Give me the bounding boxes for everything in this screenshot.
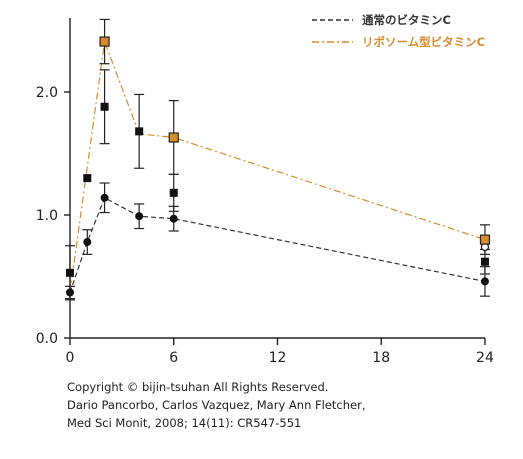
chart: 0.0 1.0 2.0 0 6 12 18 24 通常のビタミンC リポソーム型ビタミンC bbox=[36, 13, 494, 366]
data-point-circle bbox=[100, 193, 109, 202]
chart-error-bars bbox=[65, 18, 490, 301]
x-tick-label: 24 bbox=[476, 350, 494, 366]
data-point-square bbox=[479, 234, 491, 245]
chart-series-lines bbox=[69, 41, 486, 293]
data-point-square bbox=[66, 268, 74, 277]
chart-axes: 0.0 1.0 2.0 0 6 12 18 24 bbox=[36, 18, 494, 366]
chart-legend: 通常のビタミンC リポソーム型ビタミンC bbox=[312, 13, 485, 49]
x-tick-label: 0 bbox=[66, 350, 75, 366]
data-point-circle bbox=[135, 212, 144, 221]
series-line-0 bbox=[69, 196, 486, 293]
data-point-square bbox=[168, 132, 179, 143]
data-point-circle bbox=[83, 238, 92, 247]
data-point-circle bbox=[480, 277, 489, 286]
chart-markers bbox=[66, 36, 491, 297]
data-point-circle bbox=[66, 288, 74, 297]
y-tick-label: 2.0 bbox=[36, 85, 58, 101]
series-line-1 bbox=[69, 41, 486, 293]
legend-label-0: 通常のビタミンC bbox=[362, 13, 451, 27]
data-point-square bbox=[99, 36, 110, 47]
legend-label-1: リポソーム型ビタミンC bbox=[362, 35, 485, 49]
copyright-text: Copyright © bijin-tsuhan All Rights Rese… bbox=[67, 380, 329, 394]
citation-authors: Dario Pancorbo, Carlos Vazquez, Mary Ann… bbox=[67, 398, 366, 412]
x-tick-label: 18 bbox=[372, 350, 390, 366]
y-tick-label: 1.0 bbox=[36, 208, 58, 224]
y-tick-label: 0.0 bbox=[36, 331, 58, 347]
x-tick-label: 12 bbox=[269, 350, 287, 366]
credits-block: Copyright © bijin-tsuhan All Rights Rese… bbox=[67, 378, 365, 432]
data-point-circle bbox=[169, 214, 178, 223]
data-point-square bbox=[169, 188, 178, 197]
data-point-square bbox=[135, 127, 144, 136]
data-point-square bbox=[100, 102, 109, 111]
x-tick-label: 6 bbox=[169, 350, 178, 366]
data-point-square bbox=[480, 257, 489, 266]
citation-journal: Med Sci Monit, 2008; 14(11): CR547-551 bbox=[67, 416, 302, 430]
data-point-square bbox=[83, 174, 92, 183]
